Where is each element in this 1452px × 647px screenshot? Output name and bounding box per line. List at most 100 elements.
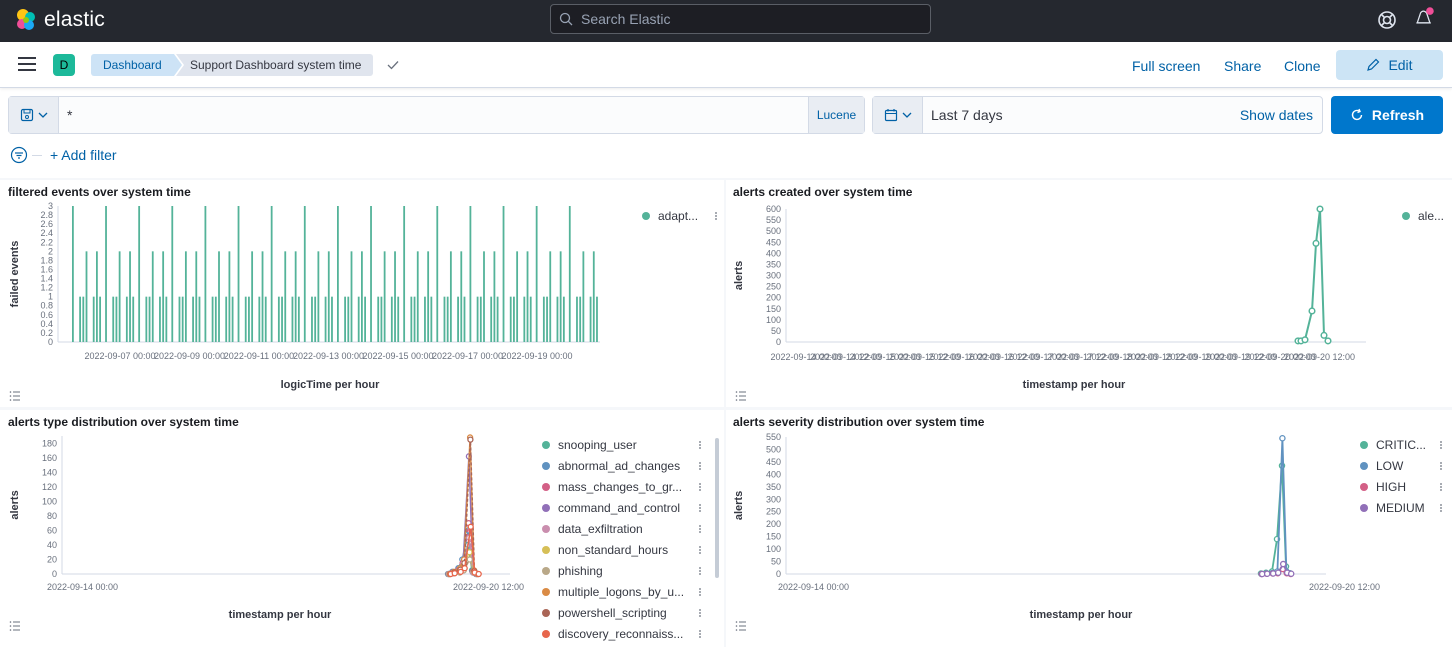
bar (284, 251, 287, 342)
query-language-button[interactable]: Lucene (808, 97, 864, 133)
bar (159, 296, 161, 342)
x-tick-label: 2022-09-16 00:00 (928, 352, 999, 362)
data-point (467, 523, 474, 530)
bar (344, 296, 346, 342)
bar (225, 296, 228, 342)
legend-action-icon (1440, 468, 1442, 470)
y-tick-label: 350 (766, 482, 781, 492)
global-search[interactable] (550, 4, 931, 34)
legend-action-icon (699, 525, 701, 527)
y-tick-label: 2.6 (40, 219, 53, 229)
bar (178, 296, 181, 342)
add-filter-button[interactable]: + Add filter (50, 147, 117, 163)
bar (204, 206, 207, 342)
y-tick-label: 0 (776, 569, 781, 579)
data-point (1320, 331, 1328, 339)
legend-action-icon (699, 441, 701, 443)
y-tick-label: 200 (766, 293, 781, 303)
bar (592, 251, 595, 342)
bar (479, 296, 482, 342)
bar (496, 296, 499, 342)
bar (390, 296, 393, 342)
y-axis-title: alerts (733, 261, 745, 290)
legend-action-icon (699, 468, 701, 470)
bar (105, 206, 107, 342)
edit-button[interactable]: Edit (1336, 50, 1443, 80)
y-tick-label: 200 (766, 519, 781, 529)
bar (244, 296, 247, 342)
x-tick-label: 2022-09-19 00:00 (1165, 352, 1236, 362)
y-tick-label: 150 (766, 304, 781, 314)
x-tick-label: 2022-09-17 12:00 (1047, 352, 1118, 362)
filter-menu-icon[interactable] (10, 146, 28, 164)
bar (138, 206, 141, 342)
legend-toggle-icon[interactable] (734, 619, 748, 633)
data-point (457, 568, 464, 575)
legend-label: data_exfiltration (558, 522, 643, 536)
checkmark-icon[interactable] (386, 58, 400, 72)
y-tick-label: 300 (766, 494, 781, 504)
legend-label: MEDIUM (1376, 501, 1425, 515)
clone-link[interactable]: Clone (1284, 58, 1321, 74)
top-header-bar: elastic (0, 0, 1452, 42)
bar (148, 296, 151, 342)
y-tick-label: 3 (48, 201, 53, 211)
y-tick-label: 450 (766, 457, 781, 467)
bar (370, 206, 372, 342)
refresh-button[interactable]: Refresh (1331, 96, 1443, 134)
share-link[interactable]: Share (1224, 58, 1262, 74)
legend-label: discovery_reconnaiss... (558, 627, 683, 641)
legend-action-icon (1440, 444, 1442, 446)
y-tick-label: 2.4 (40, 228, 53, 238)
legend-action-icon (699, 633, 701, 635)
y-tick-label: 250 (766, 507, 781, 517)
data-point (1316, 205, 1324, 213)
breadcrumb-dashboard[interactable]: Dashboard (91, 54, 174, 76)
query-input[interactable]: * (67, 107, 73, 123)
bar (115, 296, 118, 342)
bar (82, 296, 85, 342)
legend-swatch (642, 212, 650, 220)
legend-swatch (1360, 504, 1368, 512)
bar (483, 251, 485, 342)
bar (413, 296, 416, 342)
y-tick-label: 1 (48, 292, 53, 302)
legend-action-icon (1440, 486, 1442, 488)
show-dates-link[interactable]: Show dates (1239, 107, 1313, 123)
legend-swatch (542, 483, 550, 491)
search-input[interactable] (581, 11, 901, 27)
legend-action-icon (699, 636, 701, 638)
space-avatar[interactable]: D (53, 54, 75, 76)
notifications-icon[interactable] (1413, 6, 1435, 28)
y-tick-label: 400 (766, 469, 781, 479)
y-tick-label: 350 (766, 259, 781, 269)
legend-swatch (1402, 212, 1410, 220)
bar (248, 296, 250, 342)
bar (424, 296, 426, 342)
quick-date-menu[interactable] (873, 97, 923, 133)
x-tick-label: 2022-09-19 00:00 (501, 351, 572, 361)
y-tick-label: 0.8 (40, 301, 53, 311)
bar (361, 251, 363, 342)
x-tick-label: 2022-09-18 00:00 (1086, 352, 1157, 362)
data-point (466, 556, 473, 563)
bar (331, 296, 333, 342)
bar (549, 251, 552, 342)
help-icon[interactable] (1376, 9, 1398, 31)
saved-query-button[interactable] (9, 97, 59, 133)
elastic-logo[interactable]: elastic (14, 8, 105, 32)
x-tick-label: 2022-09-16 12:00 (968, 352, 1039, 362)
legend-toggle-icon[interactable] (8, 619, 22, 633)
menu-toggle-icon[interactable] (18, 57, 36, 71)
legend-label: snooping_user (558, 438, 637, 452)
full-screen-link[interactable]: Full screen (1132, 58, 1201, 74)
legend-swatch (542, 504, 550, 512)
legend-toggle-icon[interactable] (734, 389, 748, 403)
legend-toggle-icon[interactable] (8, 389, 22, 403)
legend-action-icon (699, 612, 701, 614)
time-range-text[interactable]: Last 7 days (931, 107, 1003, 123)
panel-title: alerts created over system time (733, 185, 913, 199)
x-tick-label: 2022-09-19 12:00 (1205, 352, 1276, 362)
legend-action-icon (715, 212, 717, 214)
